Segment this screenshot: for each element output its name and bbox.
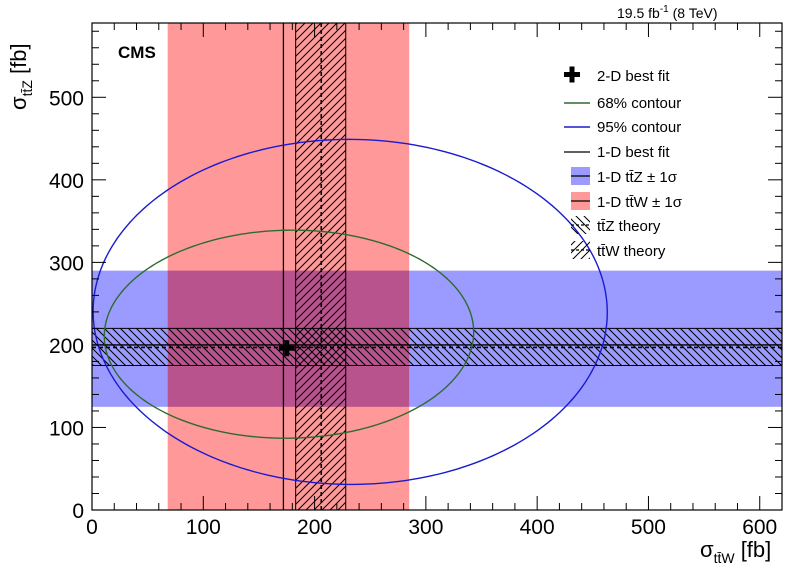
legend-theory-ttw: tt̄W theory bbox=[571, 241, 666, 260]
y-axis-title: σtt̄Z [fb] bbox=[6, 43, 35, 110]
x-tick-label: 500 bbox=[631, 516, 666, 539]
legend-label-best-fit-1d: 1-D best fit bbox=[597, 144, 670, 161]
y-tick-label: 200 bbox=[49, 335, 84, 358]
best-fit-2d-marker-vertical bbox=[284, 340, 290, 357]
legend: 2-D best fit 68% contour 95% contour 1-D… bbox=[564, 66, 683, 260]
legend-contour-95: 95% contour bbox=[564, 119, 681, 136]
y-tick-label: 300 bbox=[49, 252, 84, 275]
contour-95 bbox=[92, 138, 608, 486]
hatch-se-icon bbox=[571, 216, 590, 234]
plot-frame bbox=[91, 22, 783, 511]
hatch-ne-icon bbox=[571, 241, 590, 259]
legend-label-theory-ttw: tt̄W theory bbox=[597, 243, 666, 260]
x-tick-label: 200 bbox=[297, 516, 332, 539]
legend-label-contour-95: 95% contour bbox=[597, 119, 681, 136]
x-tick-label: 400 bbox=[520, 516, 555, 539]
x-axis-title: σtt̄W [fb] bbox=[700, 537, 771, 566]
x-tick-label: 300 bbox=[408, 516, 443, 539]
legend-label-band-ttz: 1-D tt̄Z ± 1σ bbox=[597, 169, 678, 186]
lumi-label: 19.5 fb-1 (8 TeV) bbox=[617, 4, 718, 21]
x-tick-label: 0 bbox=[86, 516, 98, 539]
legend-band-ttz: 1-D tt̄Z ± 1σ bbox=[571, 167, 678, 186]
cms-label: CMS bbox=[118, 43, 156, 62]
legend-label-best-fit-2d: 2-D best fit bbox=[597, 68, 670, 85]
theory-ttw-band bbox=[295, 23, 346, 510]
legend-theory-ttz: tt̄Z theory bbox=[571, 216, 661, 235]
x-tick-label: 600 bbox=[742, 516, 777, 539]
legend-best-fit-1d: 1-D best fit bbox=[564, 144, 670, 161]
legend-band-ttw: 1-D tt̄W ± 1σ bbox=[571, 192, 683, 211]
y-tick-label: 500 bbox=[49, 87, 84, 110]
legend-label-band-ttw: 1-D tt̄W ± 1σ bbox=[597, 194, 683, 211]
y-tick-label: 400 bbox=[49, 170, 84, 193]
cross-marker-icon-vertical bbox=[569, 66, 575, 83]
contour-68 bbox=[103, 229, 475, 439]
x-tick-label: 100 bbox=[186, 516, 221, 539]
band-ttw-1sigma bbox=[167, 23, 410, 510]
legend-label-contour-68: 68% contour bbox=[597, 95, 681, 112]
y-tick-label: 0 bbox=[72, 500, 84, 523]
y-tick-label: 100 bbox=[49, 417, 84, 440]
legend-best-fit-2d: 2-D best fit bbox=[564, 66, 670, 85]
legend-label-theory-ttz: tt̄Z theory bbox=[597, 218, 661, 235]
legend-contour-68: 68% contour bbox=[564, 95, 681, 112]
